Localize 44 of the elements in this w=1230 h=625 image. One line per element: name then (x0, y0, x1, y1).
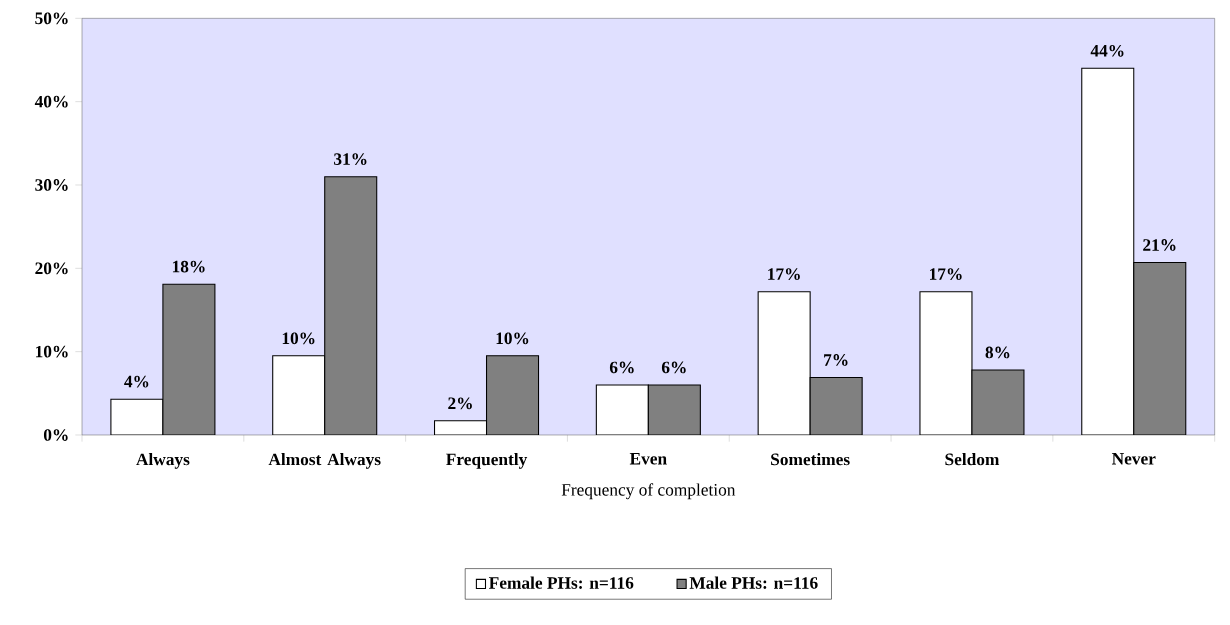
x-tick-label: Even (629, 453, 667, 465)
data-label: 10% (282, 332, 315, 345)
data-label: 7% (824, 354, 848, 366)
bar (324, 176, 378, 435)
y-tick-label: 30% (35, 179, 68, 191)
y-tick-label: 0% (43, 429, 68, 441)
bar (595, 384, 649, 435)
bar (272, 355, 326, 435)
data-label: 21% (1143, 239, 1176, 251)
bar (433, 420, 488, 435)
y-tick-label: 50% (35, 12, 68, 25)
bar (919, 291, 973, 435)
bar (809, 376, 863, 435)
x-tick-label: Almost Always (268, 453, 381, 469)
data-label: 4% (124, 375, 149, 388)
legend-label: Male PHs: n=116 (689, 576, 818, 589)
bar (162, 284, 215, 435)
x-tick-label: Frequently (446, 453, 528, 469)
x-tick-label: Always (136, 453, 190, 469)
bar (757, 291, 811, 435)
legend-label: Female PHs: n=116 (488, 576, 634, 589)
y-tick-label: 10% (36, 345, 68, 358)
data-label: 18% (172, 260, 205, 273)
data-label: 31% (334, 153, 367, 166)
bar (1133, 261, 1187, 435)
data-label: 2% (448, 397, 472, 410)
bar (971, 369, 1025, 435)
bar (1081, 67, 1135, 435)
x-tick-label: Sometimes (771, 453, 850, 466)
data-label: 6% (661, 361, 686, 374)
x-tick-label: Never (1111, 453, 1156, 465)
y-tick-label: 40% (34, 95, 68, 108)
data-label: 17% (930, 268, 962, 281)
data-label: 17% (768, 268, 800, 281)
data-label: 8% (985, 346, 1010, 359)
bar (647, 384, 701, 435)
y-tick-label: 20% (35, 262, 68, 275)
bar (485, 355, 540, 435)
x-axis-title: Frequency of completion (561, 483, 736, 500)
bar (110, 399, 163, 435)
data-label: 6% (609, 361, 634, 374)
data-label: 10% (496, 332, 529, 345)
data-label: 44% (1090, 44, 1124, 57)
x-tick-label: Seldom (945, 453, 1000, 466)
